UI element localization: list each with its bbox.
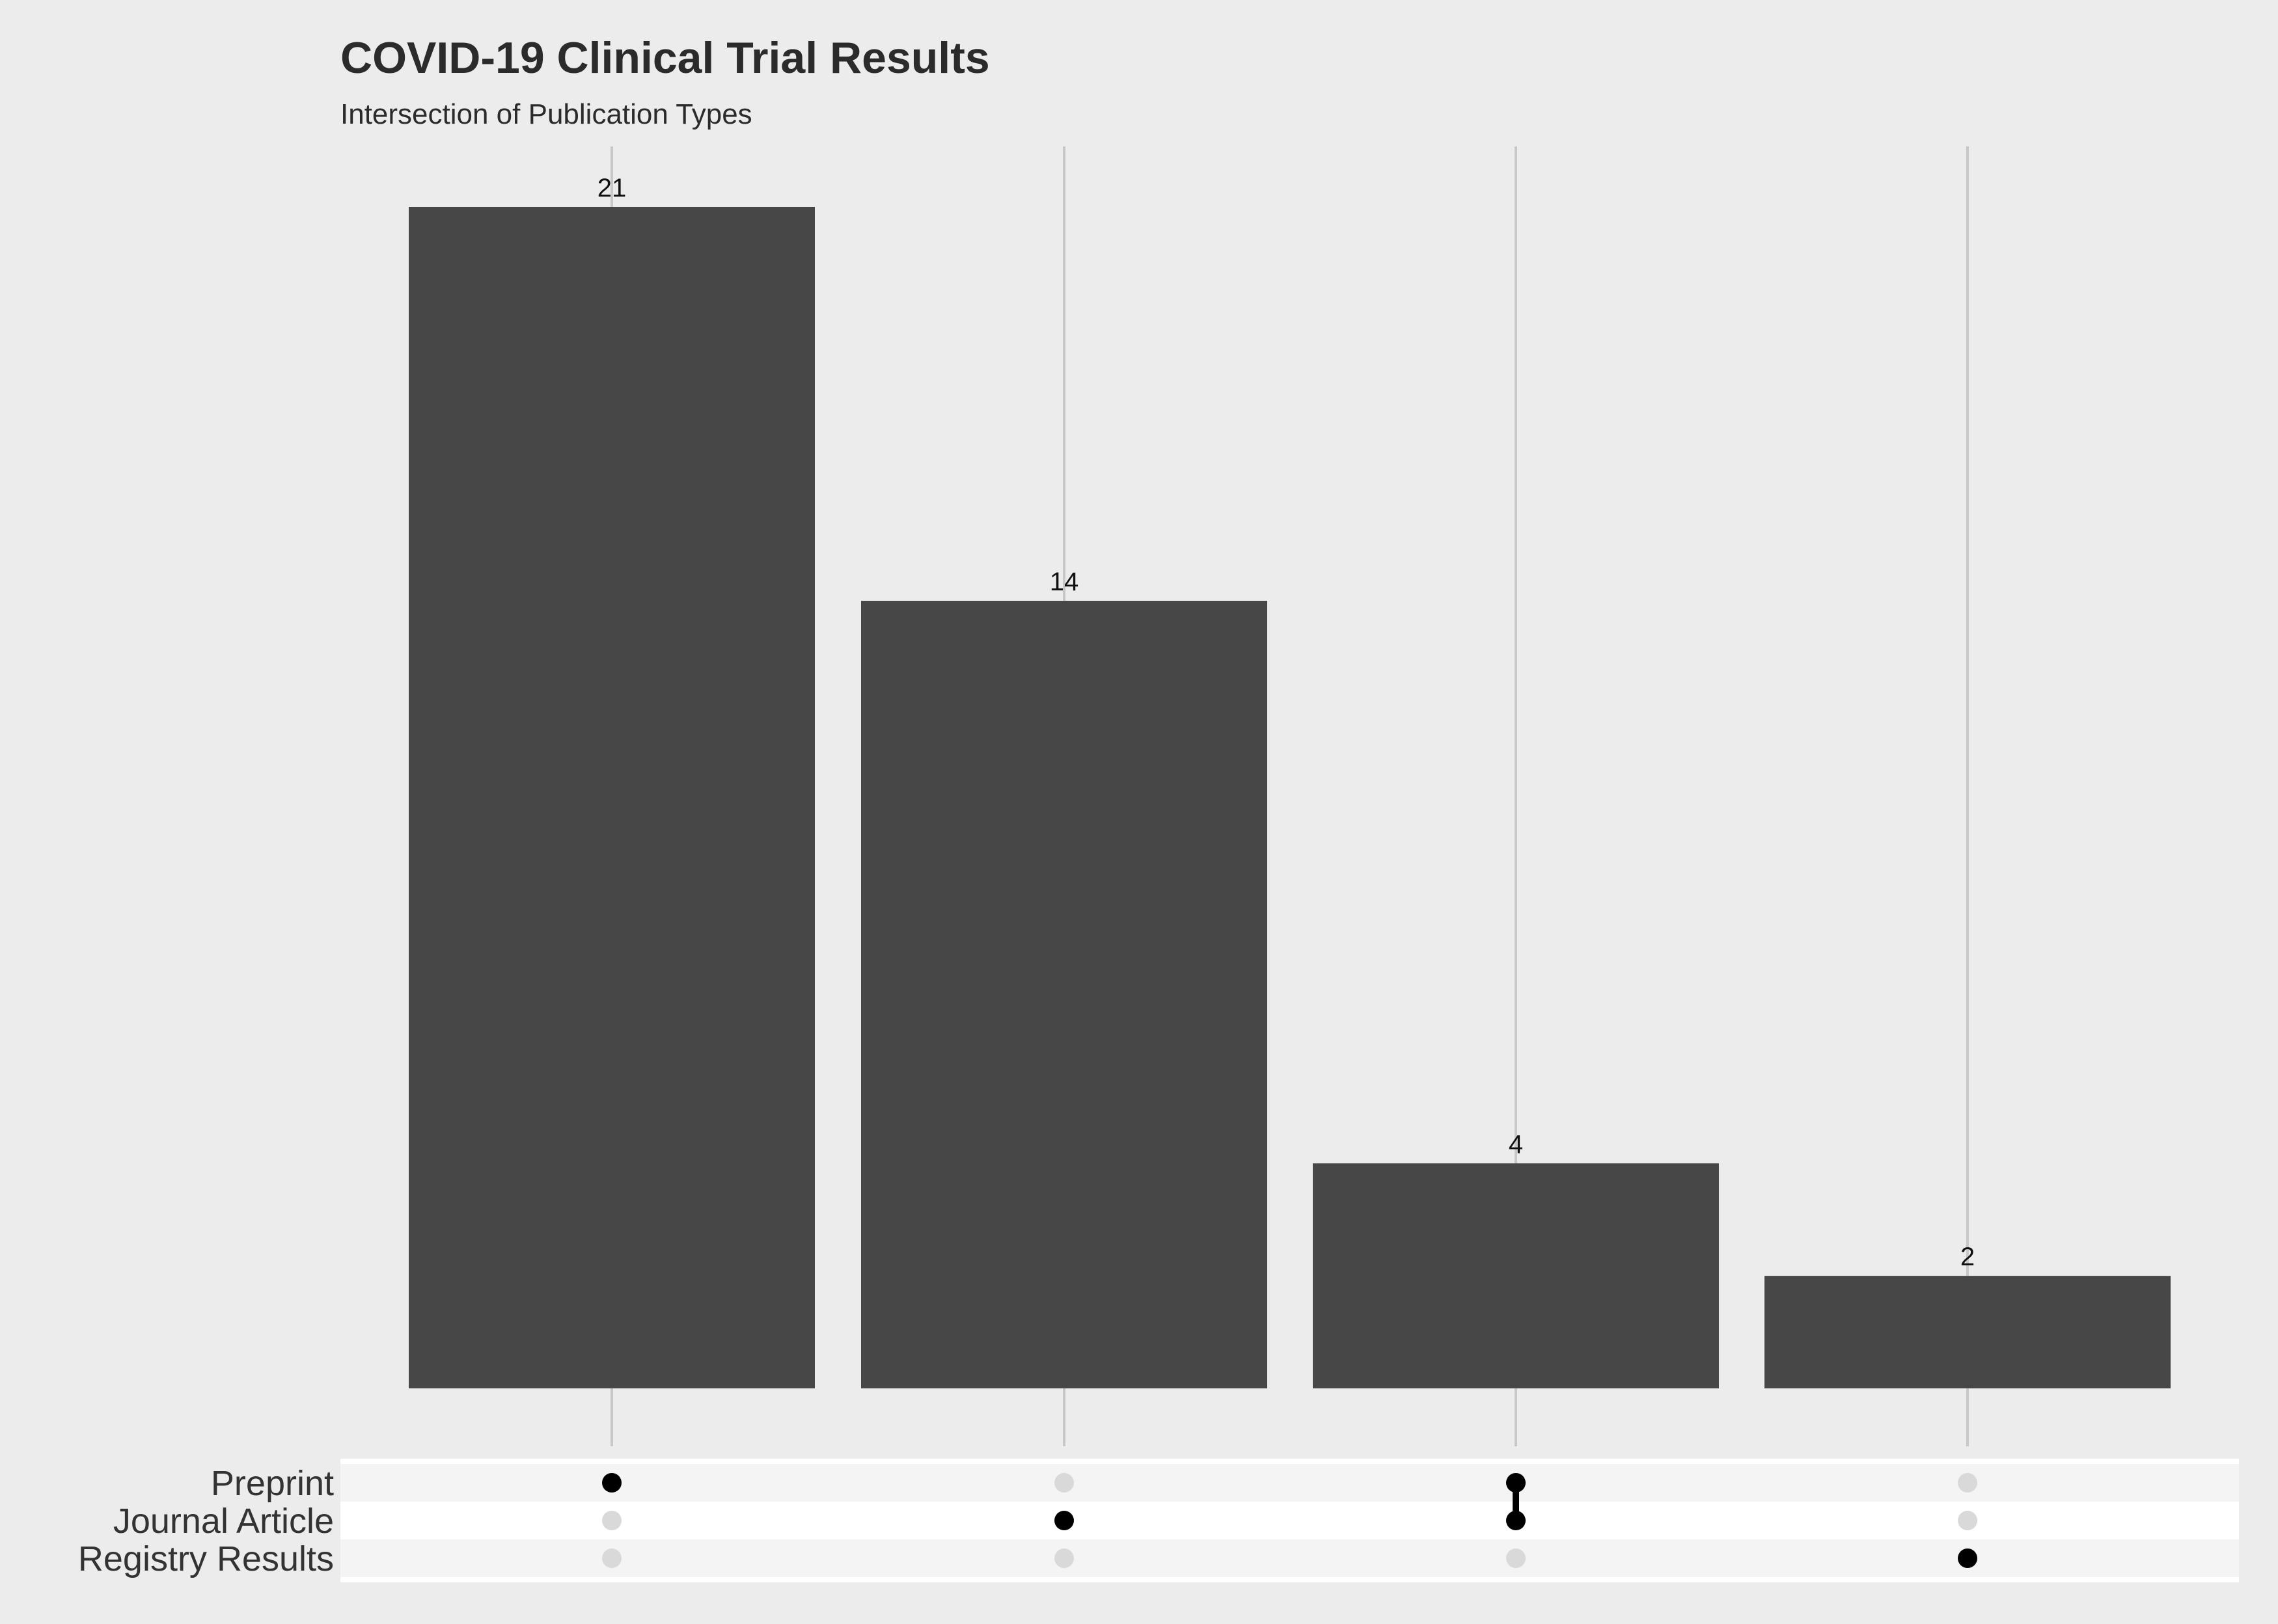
set-label: Journal Article: [113, 1502, 334, 1541]
matrix-bottom-border: [340, 1577, 2239, 1582]
matrix-dot-inactive: [602, 1548, 622, 1568]
matrix-dot-active: [1958, 1548, 1977, 1568]
matrix-dot-inactive: [1054, 1473, 1074, 1493]
matrix-row-stripe: [340, 1502, 2239, 1539]
matrix-dot-inactive: [1958, 1473, 1977, 1493]
bar-labels: 21 14 4 2: [597, 174, 1975, 1271]
bar: [1764, 1276, 2171, 1388]
matrix-background: [340, 1459, 2239, 1582]
set-label: Preprint: [211, 1464, 334, 1503]
matrix-dot-active: [1054, 1511, 1074, 1530]
matrix-dot-inactive: [1958, 1511, 1977, 1530]
matrix-dot-inactive: [1054, 1548, 1074, 1568]
bar: [409, 207, 815, 1388]
matrix-dot-inactive: [1506, 1548, 1526, 1568]
bars: [409, 207, 2171, 1388]
set-label: Registry Results: [78, 1539, 334, 1578]
bar: [861, 601, 1267, 1388]
matrix-row-stripe: [340, 1464, 2239, 1502]
matrix-dot-active: [1506, 1511, 1526, 1530]
matrix-row-stripe: [340, 1539, 2239, 1577]
matrix-dot-inactive: [602, 1511, 622, 1530]
bar-value-label: 4: [1509, 1130, 1523, 1159]
matrix-dot-active: [602, 1473, 622, 1493]
intersection-matrix: [602, 1473, 1977, 1568]
matrix-top-border: [340, 1459, 2239, 1464]
gridlines: [611, 146, 1969, 1446]
bar-value-label: 21: [597, 174, 627, 202]
bar: [1313, 1163, 1719, 1388]
chart-title: COVID-19 Clinical Trial Results: [340, 33, 990, 83]
chart-subtitle: Intersection of Publication Types: [340, 98, 752, 130]
matrix-dot-active: [1506, 1473, 1526, 1493]
bar-value-label: 2: [1960, 1243, 1975, 1271]
bar-value-label: 14: [1050, 568, 1079, 596]
